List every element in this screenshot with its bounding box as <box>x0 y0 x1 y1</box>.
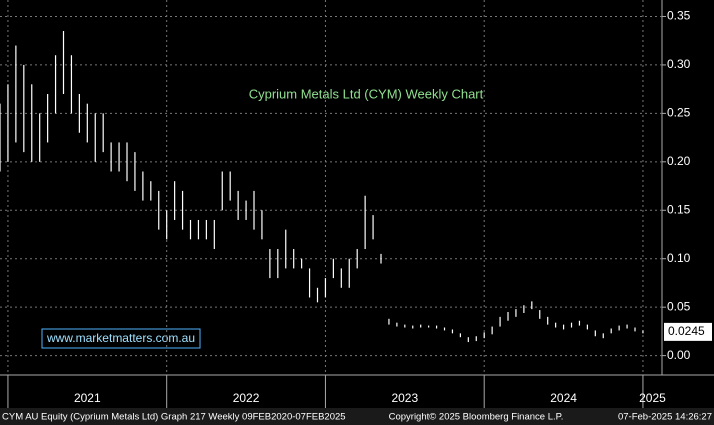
y-tick-label: 0.20 <box>667 154 691 168</box>
y-tick-label: 0.15 <box>667 202 691 216</box>
last-price-box <box>664 322 712 341</box>
y-tick-label: 0.05 <box>667 299 691 313</box>
y-tick-label: 0.35 <box>667 9 691 23</box>
footer-left: CYM AU Equity (Cyprium Metals Ltd) Graph… <box>2 412 346 423</box>
watermark: www.marketmatters.com.au <box>46 331 195 345</box>
x-tick-label: 2023 <box>391 391 418 405</box>
last-price-label: 0.0245 <box>668 324 705 338</box>
y-tick-label: 0.30 <box>667 57 691 71</box>
x-tick-label: 2021 <box>74 391 101 405</box>
footer-band <box>0 408 714 425</box>
footer-right: 07-Feb-2025 14:26:27 <box>618 412 712 423</box>
y-tick-label: 0.10 <box>667 251 691 265</box>
x-tick-label: 2022 <box>233 391 260 405</box>
chart-title: Cyprium Metals Ltd (CYM) Weekly Chart <box>249 86 484 101</box>
watermark-box <box>41 328 201 349</box>
footer-center: Copyright© 2025 Bloomberg Finance L.P. <box>389 412 564 423</box>
x-tick-label: 2025 <box>639 391 666 405</box>
y-tick-label: 0.25 <box>667 106 691 120</box>
x-tick-label: 2024 <box>550 391 577 405</box>
y-tick-label: 0.00 <box>667 348 691 362</box>
